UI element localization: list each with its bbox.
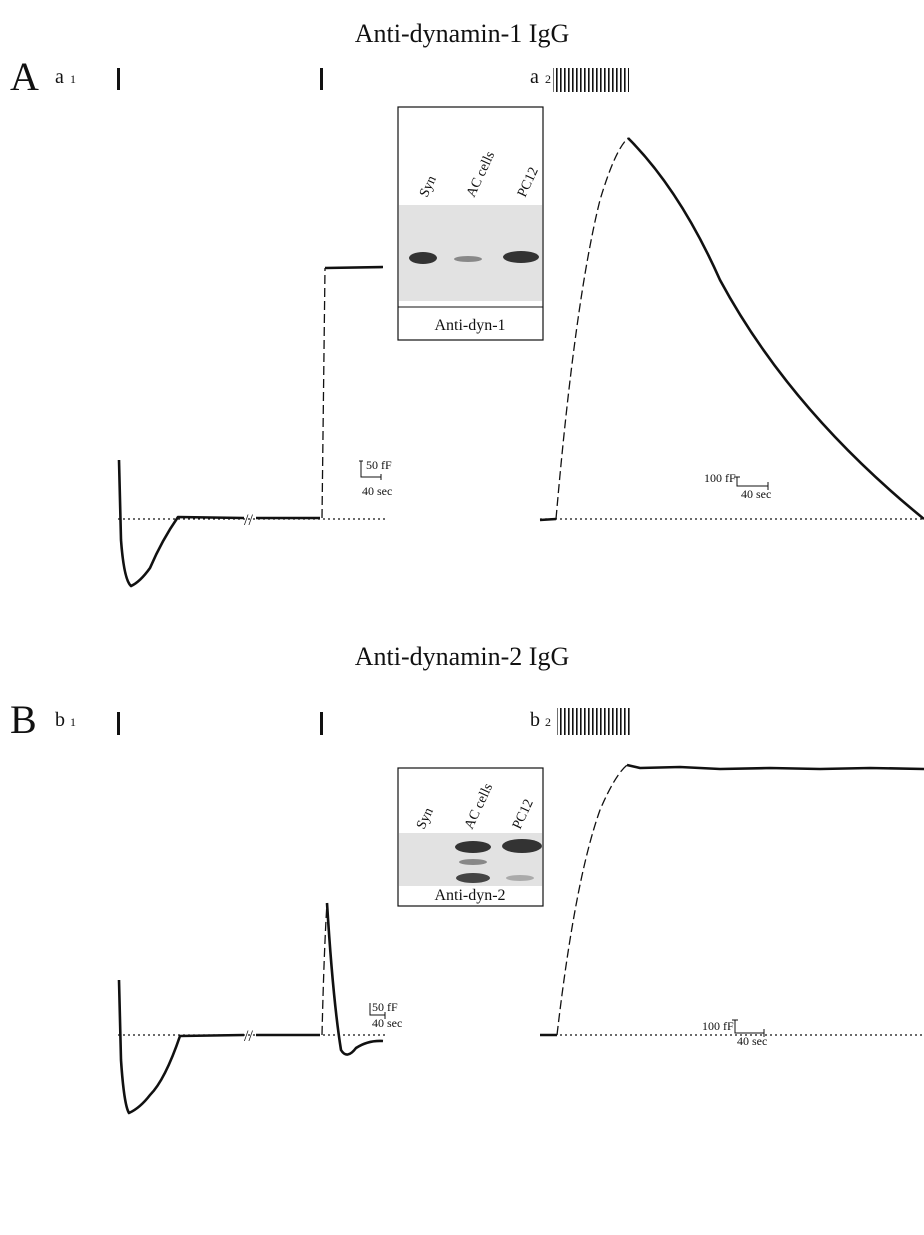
trace-label-sub: 1 bbox=[70, 72, 76, 86]
trace bbox=[628, 138, 924, 519]
trace bbox=[119, 460, 320, 586]
stimulus-train bbox=[557, 708, 632, 735]
scale-y: 50 fF bbox=[366, 458, 392, 472]
trace bbox=[325, 267, 383, 268]
trace bbox=[119, 980, 320, 1113]
scale-x: 40 sec bbox=[741, 487, 771, 501]
trace-rise bbox=[322, 268, 325, 518]
scale-x: 40 sec bbox=[362, 484, 392, 498]
trace-label-sub: 2 bbox=[545, 715, 551, 729]
trace-label: a bbox=[530, 66, 539, 88]
axis-break: // bbox=[244, 1028, 253, 1045]
trace-label-sub: 2 bbox=[545, 72, 551, 86]
stimulus bbox=[320, 68, 323, 90]
panel-b: Anti-dynamin-2 IgG B b 1 // 50 fF 40 sec… bbox=[10, 642, 924, 1113]
panel-letter: B bbox=[10, 697, 37, 742]
trace bbox=[540, 519, 556, 520]
stimulus bbox=[117, 68, 120, 90]
inset: Syn AC cells PC12 Anti-dyn-2 bbox=[398, 768, 543, 906]
trace bbox=[627, 765, 924, 769]
inset-caption: Anti-dyn-1 bbox=[434, 317, 505, 334]
stimulus bbox=[320, 712, 323, 735]
trace-label: b bbox=[55, 709, 65, 731]
panel-title: Anti-dynamin-1 IgG bbox=[355, 19, 569, 48]
scale-x: 40 sec bbox=[737, 1034, 767, 1048]
stimulus bbox=[117, 712, 120, 735]
axis-break: // bbox=[244, 512, 253, 529]
trace-label: a bbox=[55, 66, 64, 88]
trace-rise bbox=[557, 765, 627, 1035]
panel-a: Anti-dynamin-1 IgG A a 1 // 50 fF 40 sec… bbox=[10, 19, 924, 586]
scale-y: 100 fF bbox=[702, 1019, 734, 1033]
trace bbox=[327, 903, 383, 1055]
scale-x: 40 sec bbox=[372, 1016, 402, 1030]
figure: Anti-dynamin-1 IgG A a 1 // 50 fF 40 sec… bbox=[0, 0, 924, 1235]
trace-rise bbox=[322, 903, 327, 1035]
inset: Syn AC cells PC12 Anti-dyn-1 bbox=[398, 107, 543, 340]
trace-rise bbox=[556, 138, 628, 519]
panel-letter: A bbox=[10, 54, 39, 99]
stimulus-train bbox=[553, 68, 629, 92]
panel-title: Anti-dynamin-2 IgG bbox=[355, 642, 569, 671]
trace-label-sub: 1 bbox=[70, 715, 76, 729]
trace-label: b bbox=[530, 709, 540, 731]
scale-y: 50 fF bbox=[372, 1000, 398, 1014]
scale-y: 100 fF bbox=[704, 471, 736, 485]
inset-caption: Anti-dyn-2 bbox=[434, 887, 505, 904]
